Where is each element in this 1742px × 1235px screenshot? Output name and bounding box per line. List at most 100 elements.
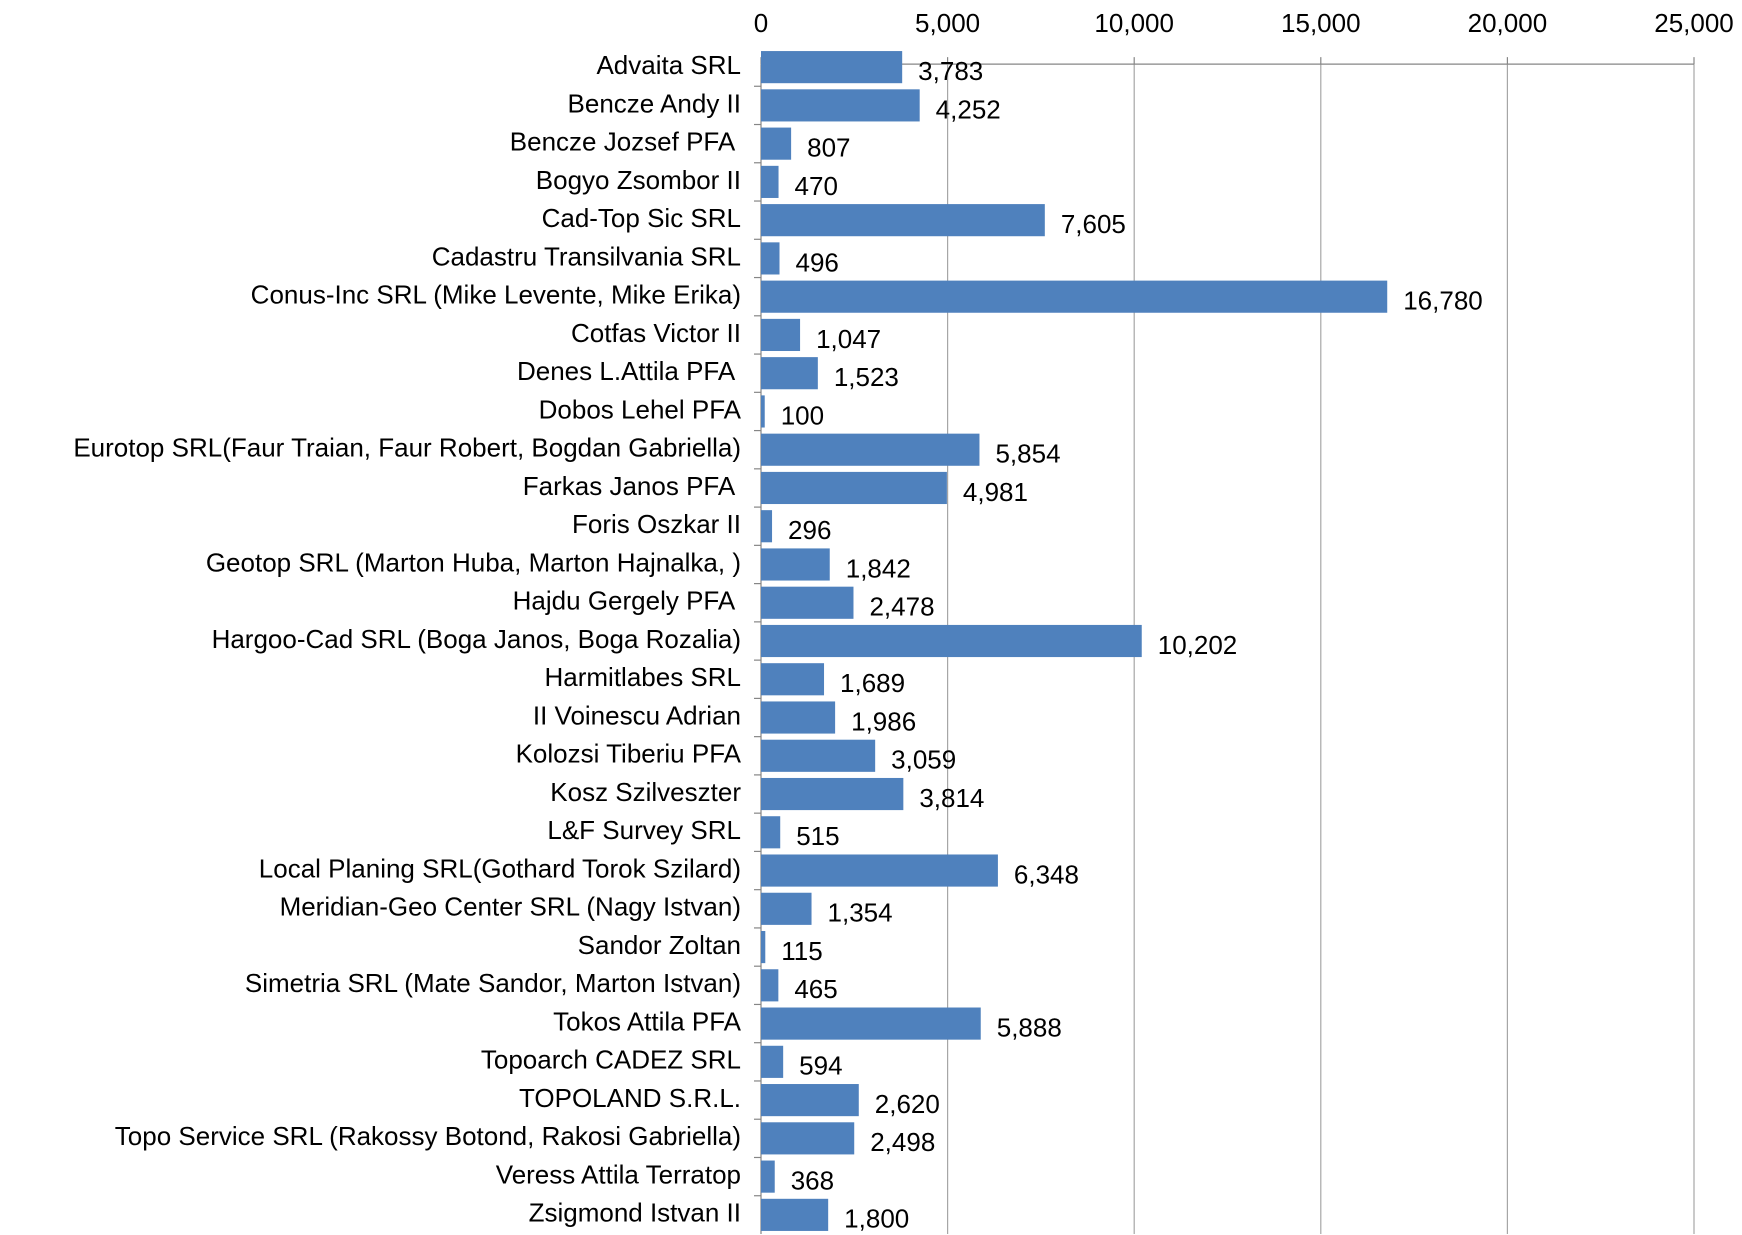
bar (761, 777, 904, 811)
y-tick-label: Meridian-Geo Center SRL (Nagy Istvan) (280, 892, 741, 922)
bar (761, 1122, 855, 1155)
y-tick-label: Cad-Top Sic SRL (542, 203, 741, 233)
y-tick-label: Bogyo Zsombor II (536, 165, 741, 195)
bar (761, 357, 818, 390)
y-tick-label: Tokos Attila PFA (553, 1006, 742, 1036)
y-tick-label: Advaita SRL (596, 50, 741, 80)
value-label: 115 (781, 936, 822, 966)
value-label: 1,842 (846, 553, 911, 583)
value-label: 2,478 (869, 592, 934, 622)
bar (761, 1007, 981, 1040)
value-label: 807 (807, 133, 850, 163)
value-label: 3,783 (918, 56, 983, 86)
bar (761, 242, 780, 275)
bar (761, 280, 1388, 313)
bar (761, 816, 781, 849)
bar (761, 1045, 784, 1078)
y-tick-label: Cadastru Transilvania SRL (432, 241, 741, 271)
value-label: 2,498 (870, 1127, 935, 1157)
y-tick-label: Farkas Janos PFA (523, 471, 741, 501)
value-label: 16,780 (1403, 286, 1483, 316)
bar (761, 471, 947, 505)
value-label: 515 (796, 821, 839, 851)
bar (761, 1198, 829, 1231)
value-label: 1,986 (851, 706, 916, 736)
y-tick-label: Hajdu Gergely PFA (513, 586, 741, 616)
value-label: 1,354 (828, 898, 893, 928)
value-label: 4,981 (963, 477, 1028, 507)
value-label: 296 (788, 515, 831, 545)
y-tick-label: Hargoo-Cad SRL (Boga Janos, Boga Rozalia… (212, 624, 741, 654)
bar (761, 854, 998, 887)
y-tick-label: Topo Service SRL (Rakossy Botond, Rakosi… (115, 1121, 741, 1151)
value-label: 496 (796, 247, 839, 277)
bar (761, 969, 779, 1002)
bar (761, 395, 765, 428)
y-tick-label: Denes L.Attila PFA (517, 356, 741, 386)
bar (761, 51, 903, 84)
bar (761, 204, 1045, 237)
bar (761, 739, 876, 772)
value-label: 1,800 (844, 1204, 909, 1234)
value-label: 5,888 (997, 1012, 1062, 1042)
bar (761, 433, 980, 466)
bar (761, 510, 773, 543)
y-tick-label: Dobos Lehel PFA (539, 394, 742, 424)
value-label: 465 (794, 974, 837, 1004)
value-label: 2,620 (875, 1089, 940, 1119)
bar (761, 1160, 775, 1193)
x-tick-label: 20,000 (1468, 8, 1548, 38)
value-label: 5,854 (995, 439, 1060, 469)
value-label: 470 (795, 171, 838, 201)
value-label: 7,605 (1061, 209, 1126, 239)
y-tick-label: Sandor Zoltan (578, 930, 741, 960)
y-tick-label: Zsigmond Istvan II (529, 1198, 741, 1228)
y-tick-label: Kosz Szilveszter (550, 777, 741, 807)
value-label: 10,202 (1158, 630, 1238, 660)
bar (761, 89, 920, 122)
value-label: 6,348 (1014, 859, 1079, 889)
value-label: 3,059 (891, 745, 956, 775)
y-tick-label: Conus-Inc SRL (Mike Levente, Mike Erika) (251, 280, 741, 310)
y-tick-label: TOPOLAND S.R.L. (519, 1083, 741, 1113)
value-label: 4,252 (936, 94, 1001, 124)
y-tick-label: Eurotop SRL(Faur Traian, Faur Robert, Bo… (73, 433, 741, 463)
bar (761, 318, 801, 352)
value-label: 594 (799, 1051, 842, 1081)
value-label: 1,689 (840, 668, 905, 698)
value-label: 100 (781, 400, 824, 430)
bar (761, 127, 792, 160)
y-tick-label: Veress Attila Terratop (496, 1159, 741, 1189)
y-tick-label: Bencze Andy II (568, 88, 741, 118)
y-tick-label: Local Planing SRL(Gothard Torok Szilard) (259, 853, 741, 883)
value-label: 3,814 (919, 783, 984, 813)
value-label: 368 (791, 1165, 834, 1195)
y-tick-label: Cotfas Victor II (571, 318, 741, 348)
bar (761, 548, 830, 581)
bar (761, 1084, 859, 1117)
y-tick-label: Bencze Jozsef PFA (510, 127, 741, 157)
value-label: 1,047 (816, 324, 881, 354)
value-label: 1,523 (834, 362, 899, 392)
y-tick-label: II Voinescu Adrian (533, 700, 741, 730)
bar (761, 586, 854, 619)
x-tick-label: 15,000 (1281, 8, 1361, 38)
y-tick-label: Topoarch CADEZ SRL (481, 1045, 741, 1075)
bar (761, 892, 812, 925)
x-tick-label: 25,000 (1654, 8, 1734, 38)
y-tick-label: Simetria SRL (Mate Sandor, Marton Istvan… (245, 968, 741, 998)
bar (761, 930, 766, 964)
y-tick-label: Foris Oszkar II (572, 509, 741, 539)
bar (761, 624, 1142, 658)
y-tick-label: Harmitlabes SRL (544, 662, 741, 692)
bar (761, 663, 825, 696)
bar (761, 701, 836, 734)
x-tick-label: 10,000 (1094, 8, 1174, 38)
y-tick-label: L&F Survey SRL (547, 815, 741, 845)
y-tick-label: Kolozsi Tiberiu PFA (516, 739, 742, 769)
x-tick-label: 0 (754, 8, 768, 38)
x-tick-label: 5,000 (915, 8, 980, 38)
bar (761, 165, 779, 198)
y-tick-label: Geotop SRL (Marton Huba, Marton Hajnalka… (206, 547, 741, 577)
